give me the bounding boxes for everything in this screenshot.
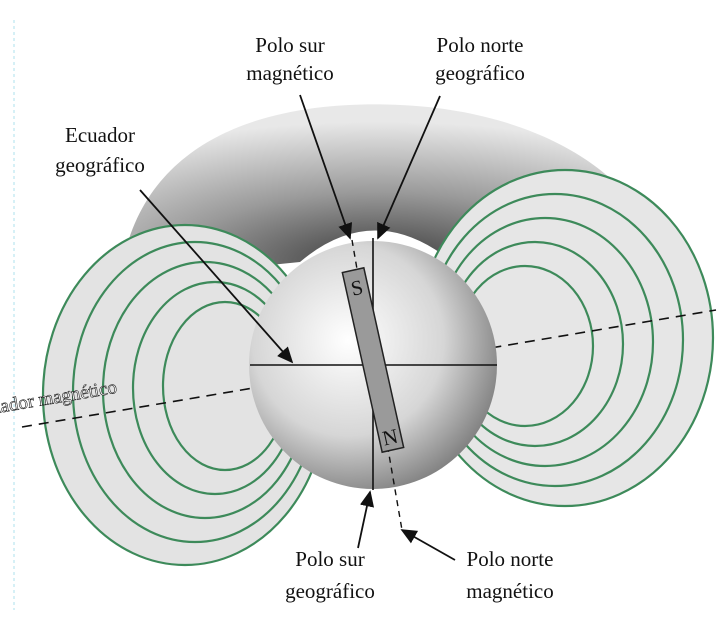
arrow — [299, 94, 353, 240]
label: Polo sur — [255, 33, 324, 57]
arrow — [400, 529, 456, 561]
label: geográfico — [435, 61, 525, 85]
arrow — [377, 95, 441, 240]
arrow — [139, 189, 294, 364]
label: geográfico — [285, 579, 375, 603]
magnet-n: N — [380, 424, 400, 451]
label: Polo norte — [467, 547, 554, 571]
label: magnético — [246, 61, 333, 85]
magnet-s: S — [349, 275, 366, 301]
label: Ecuador — [65, 123, 135, 147]
label: magnético — [466, 579, 553, 603]
label: geográfico — [55, 153, 145, 177]
label: Polo norte — [437, 33, 524, 57]
magnetic-equator-line — [21, 309, 717, 428]
arrow — [357, 490, 375, 549]
bar-magnet: S N — [341, 266, 405, 454]
label: Polo sur — [295, 547, 364, 571]
